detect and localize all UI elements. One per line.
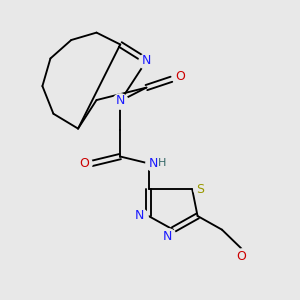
Text: O: O <box>175 70 185 83</box>
Text: O: O <box>237 250 247 262</box>
Text: N: N <box>142 54 151 67</box>
Text: O: O <box>79 157 89 170</box>
Text: N: N <box>163 230 172 243</box>
Text: N: N <box>116 94 125 107</box>
Text: N: N <box>135 209 144 223</box>
Text: N: N <box>148 157 158 170</box>
Text: H: H <box>158 158 166 168</box>
Text: S: S <box>196 183 205 196</box>
